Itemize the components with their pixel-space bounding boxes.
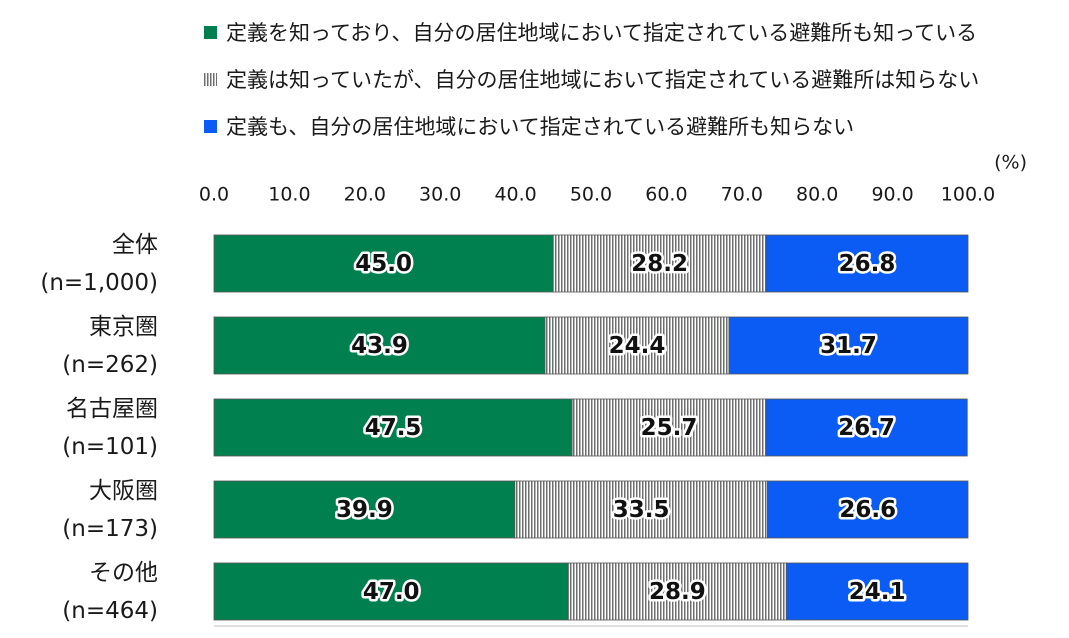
x-tick-label: 90.0	[871, 184, 913, 206]
bar-segment-1	[213, 480, 516, 539]
category-name: その他	[89, 560, 158, 586]
category-labels: 全体 (n=1,000) 東京圏 (n=262) 名古屋圏 (n=101) 大阪圏 (n=17…	[40, 232, 158, 624]
data-label: 26.6	[839, 497, 896, 523]
data-label: 25.7	[641, 415, 698, 441]
data-label: 45.0	[355, 251, 412, 277]
x-axis: (%) 0.0 10.0 20.0 30.0 40.0 50.0 60.0 70.0 80.0 90…	[199, 152, 1027, 627]
category-name: 全体	[112, 232, 158, 258]
bar-segment-3	[767, 480, 969, 539]
x-tick-label: 70.0	[721, 184, 763, 206]
x-tick-label: 80.0	[796, 184, 838, 206]
x-tick-label: 0.0	[199, 184, 229, 206]
bar-segment-3	[765, 398, 968, 457]
data-label: 26.8	[839, 251, 896, 277]
data-label: 47.5	[365, 415, 422, 441]
bar-segment-2	[567, 562, 787, 621]
unit-label: (%)	[994, 152, 1027, 174]
data-label: 43.9	[351, 333, 408, 359]
legend-swatch-3	[204, 120, 217, 133]
category-name: 名古屋圏	[66, 396, 158, 422]
legend-label-3: 定義も、自分の居住地域において指定されている避難所も知らない	[226, 115, 854, 139]
bar-segment-3	[728, 316, 969, 375]
bars	[213, 234, 969, 621]
data-label: 33.5	[613, 497, 670, 523]
data-label: 39.9	[336, 497, 393, 523]
data-label: 28.9	[649, 579, 706, 605]
x-tick-label: 60.0	[645, 184, 687, 206]
data-labels: 45.0 28.2 26.8 43.9 24.4 31.7 47.5 25.7 26.7 39.9…	[334, 249, 908, 608]
bar-segment-2	[571, 398, 767, 457]
data-label: 24.1	[849, 579, 906, 605]
category-name: 東京圏	[89, 314, 158, 340]
data-label: 31.7	[820, 333, 877, 359]
legend-label-1: 定義を知っており、自分の居住地域において指定されている避難所も知っている	[226, 21, 977, 45]
category-n: (n=173)	[62, 516, 158, 542]
x-tick-label: 20.0	[344, 184, 386, 206]
bar-segment-2	[514, 480, 768, 539]
x-tick-label: 100.0	[941, 184, 995, 206]
bar-segment-1	[213, 562, 569, 621]
x-tick-label: 40.0	[494, 184, 536, 206]
data-label: 24.4	[609, 333, 666, 359]
legend: 定義を知っており、自分の居住地域において指定されている避難所も知っている定義は知…	[204, 21, 979, 139]
category-n: (n=1,000)	[40, 270, 158, 296]
x-tick-label: 30.0	[419, 184, 461, 206]
data-label: 28.2	[631, 251, 688, 277]
legend-label-2: 定義は知っていたが、自分の居住地域において指定されている避難所は知らない	[226, 68, 979, 92]
x-tick-label: 50.0	[570, 184, 612, 206]
bar-segment-3	[785, 562, 969, 621]
bar-segment-1	[213, 234, 554, 293]
data-label: 26.7	[838, 415, 895, 441]
bar-segment-3	[765, 234, 969, 293]
legend-swatch-1	[204, 26, 217, 39]
bar-segment-2	[552, 234, 767, 293]
data-label: 47.0	[363, 579, 420, 605]
category-n: (n=464)	[62, 598, 158, 624]
category-n: (n=262)	[62, 352, 158, 378]
legend-swatch-2	[204, 73, 217, 86]
category-n: (n=101)	[62, 434, 158, 460]
x-tick-label: 10.0	[268, 184, 310, 206]
category-name: 大阪圏	[89, 478, 158, 504]
